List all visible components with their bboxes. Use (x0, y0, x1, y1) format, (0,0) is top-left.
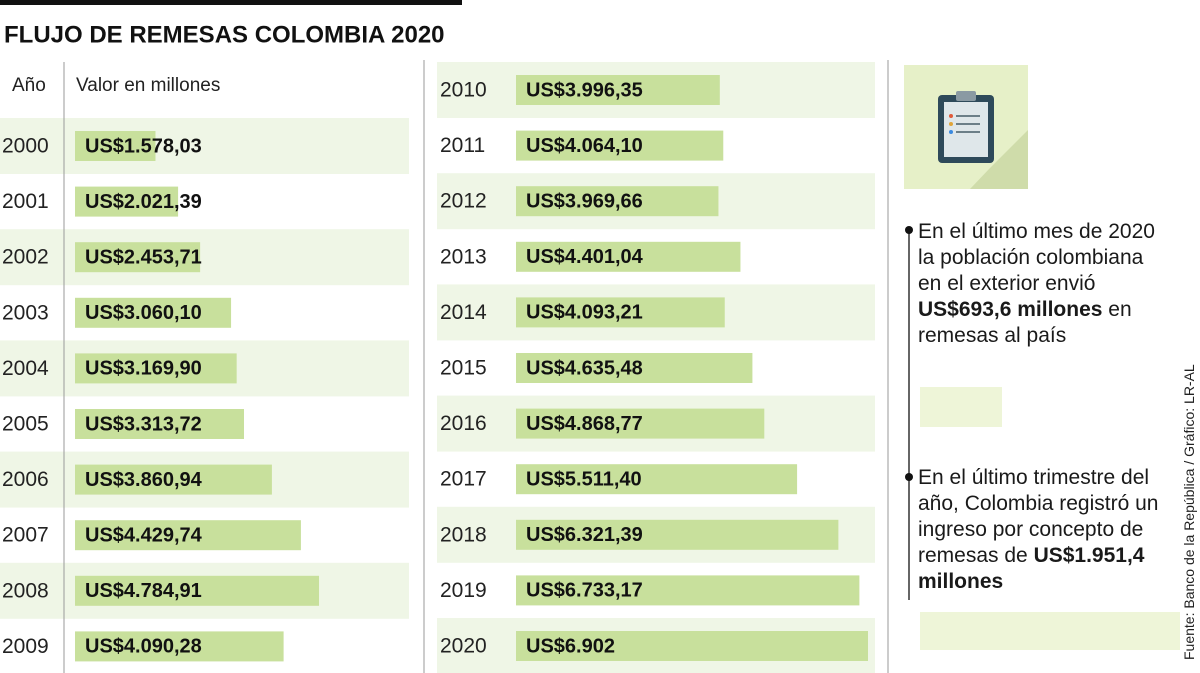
icon-dot (949, 122, 953, 126)
year-label: 2010 (440, 79, 487, 102)
value-label: US$3.060,10 (85, 302, 202, 324)
year-label: 2011 (440, 134, 485, 157)
year-label: 2002 (2, 246, 49, 269)
bar (516, 186, 719, 217)
clipboard-paper (944, 102, 988, 157)
column-header: Año (12, 75, 46, 96)
year-label: 2014 (440, 301, 487, 324)
value-label: US$6.902 (526, 635, 615, 657)
value-label: US$3.860,94 (85, 469, 203, 491)
bar (75, 464, 272, 495)
year-label: 2000 (2, 135, 49, 158)
bar (75, 131, 156, 161)
bullet (905, 473, 913, 481)
bar (516, 575, 860, 606)
icon-dot (949, 130, 953, 134)
value-label: US$4.868,77 (526, 413, 643, 435)
note-text: en remesas al país (918, 298, 1132, 347)
note-text: En el último mes de 2020 la población co… (918, 220, 1155, 295)
bullet (905, 226, 913, 234)
value-label: US$4.401,04 (526, 246, 644, 268)
bar (516, 297, 725, 328)
bar (75, 575, 320, 606)
value-label: US$1.578,03 (85, 135, 202, 157)
bar (516, 241, 741, 272)
bar (75, 297, 232, 328)
note-bold: US$693,6 millones (918, 298, 1103, 321)
bar (516, 464, 798, 495)
year-label: 2016 (440, 412, 487, 435)
year-label: 2013 (440, 245, 487, 268)
bar (516, 631, 868, 661)
value-label: US$3.313,72 (85, 413, 202, 435)
top-rule (0, 0, 462, 5)
rows: 2000 US$1.578,03 2001 US$2.021,39 2002 US$2.4… (0, 62, 875, 673)
value-label: US$2.021,39 (85, 191, 202, 213)
note-bold: US$1.951,4 millones (918, 544, 1145, 593)
year-label: 2020 (440, 635, 487, 658)
year-label: 2005 (2, 413, 49, 436)
bar (516, 519, 839, 550)
year-label: 2015 (440, 357, 487, 380)
year-label: 2008 (2, 579, 49, 602)
value-label: US$4.429,74 (85, 524, 203, 546)
bar (75, 242, 201, 273)
year-label: 2017 (440, 468, 487, 491)
year-label: 2009 (2, 635, 49, 658)
value-label: US$3.969,66 (526, 190, 643, 212)
value-label: US$4.635,48 (526, 357, 643, 379)
bar (516, 75, 720, 105)
icon-shadow (970, 130, 1028, 189)
value-label: US$4.064,10 (526, 135, 643, 157)
year-label: 2006 (2, 468, 49, 491)
value-label: US$3.996,35 (526, 79, 643, 101)
row-background (0, 118, 409, 174)
year-label: 2012 (440, 190, 487, 213)
bar (75, 186, 179, 217)
source: Fuente: Banco de la República / Gráfico:… (1181, 364, 1197, 660)
year-label: 2007 (2, 524, 49, 547)
year-label: 2019 (440, 579, 487, 602)
value-label: US$4.784,91 (85, 580, 202, 602)
icon-dot (949, 114, 953, 118)
year-label: 2018 (440, 523, 487, 546)
value-label: US$2.453,71 (85, 246, 202, 268)
value-label: US$3.169,90 (85, 358, 202, 380)
bar (75, 520, 301, 551)
chart-title: FLUJO DE REMESAS COLOMBIA 2020 (4, 21, 445, 48)
bar (516, 408, 765, 439)
year-label: 2004 (2, 357, 49, 380)
year-label: 2001 (2, 190, 49, 213)
note-text: En el último trimestre del año, Colombia… (918, 466, 1159, 567)
bar (75, 409, 244, 439)
note: En el último trimestre del año, Colombia… (918, 465, 1178, 595)
clipboard-clip (956, 91, 976, 101)
note-box (920, 612, 1180, 650)
note: En el último mes de 2020 la población co… (918, 219, 1158, 349)
value-label: US$6.321,39 (526, 524, 643, 546)
value-label: US$6.733,17 (526, 580, 643, 602)
bar (516, 353, 753, 383)
value-label: US$4.090,28 (85, 636, 202, 658)
bar (75, 631, 284, 662)
year-label: 2003 (2, 301, 49, 324)
bar (75, 353, 237, 384)
column-header: Valor en millones (76, 75, 220, 96)
bar (516, 130, 724, 161)
value-label: US$4.093,21 (526, 302, 643, 324)
row-background (0, 229, 409, 286)
note-box (920, 387, 1002, 427)
value-label: US$5.511,40 (526, 468, 642, 490)
